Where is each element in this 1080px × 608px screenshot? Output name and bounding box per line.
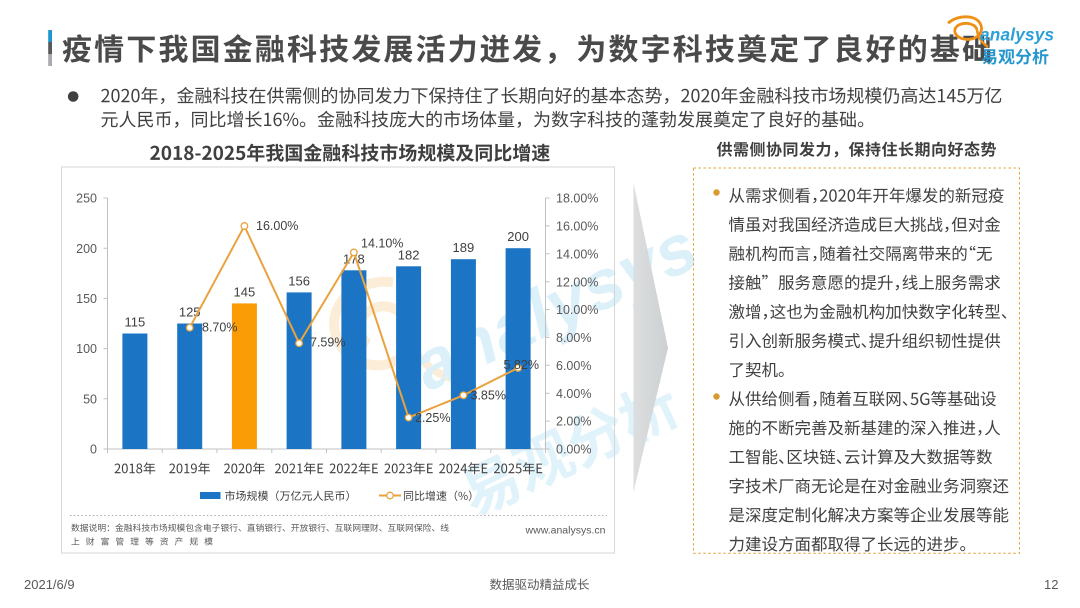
- svg-text:18.00%: 18.00%: [556, 192, 598, 206]
- svg-text:16.00%: 16.00%: [556, 220, 598, 234]
- svg-text:145: 145: [234, 284, 256, 299]
- svg-text:189: 189: [453, 240, 475, 255]
- svg-text:analysys: analysys: [980, 25, 1054, 45]
- svg-text:14.00%: 14.00%: [556, 247, 598, 261]
- svg-text:4.00%: 4.00%: [556, 387, 591, 401]
- svg-text:200: 200: [76, 242, 97, 256]
- svg-text:12.00%: 12.00%: [556, 275, 598, 289]
- svg-text:156: 156: [288, 273, 310, 288]
- svg-text:100: 100: [76, 342, 97, 356]
- svg-text:182: 182: [398, 247, 420, 262]
- svg-text:115: 115: [125, 315, 146, 330]
- svg-text:14.10%: 14.10%: [361, 237, 403, 251]
- svg-text:5.82%: 5.82%: [504, 358, 539, 372]
- svg-text:12: 12: [1044, 577, 1058, 592]
- svg-text:www.analysys.cn: www.analysys.cn: [525, 525, 606, 537]
- svg-text:8.70%: 8.70%: [202, 321, 237, 335]
- svg-text:200: 200: [507, 229, 529, 244]
- svg-text:2021/6/9: 2021/6/9: [24, 577, 75, 592]
- svg-text:0: 0: [90, 443, 97, 457]
- svg-text:2.00%: 2.00%: [556, 415, 591, 429]
- svg-text:10.00%: 10.00%: [556, 303, 598, 317]
- svg-text:250: 250: [76, 192, 97, 206]
- svg-text:6.00%: 6.00%: [556, 359, 591, 373]
- svg-text:3.85%: 3.85%: [471, 388, 506, 402]
- svg-text:50: 50: [83, 392, 97, 406]
- svg-text:2.25%: 2.25%: [415, 411, 450, 425]
- svg-text:16.00%: 16.00%: [256, 219, 298, 233]
- svg-text:8.00%: 8.00%: [556, 331, 591, 345]
- svg-text:0.00%: 0.00%: [556, 443, 591, 457]
- svg-text:150: 150: [76, 292, 97, 306]
- svg-text:7.59%: 7.59%: [310, 336, 345, 350]
